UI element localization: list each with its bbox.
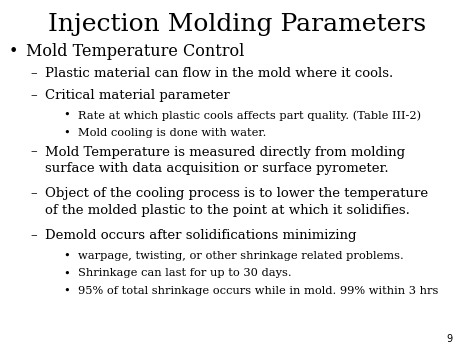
- Text: Mold Temperature is measured directly from molding
surface with data acquisition: Mold Temperature is measured directly fr…: [45, 146, 405, 175]
- Text: warpage, twisting, or other shrinkage related problems.: warpage, twisting, or other shrinkage re…: [78, 251, 404, 261]
- Text: •: •: [64, 268, 70, 278]
- Text: •: •: [64, 286, 70, 296]
- Text: Mold cooling is done with water.: Mold cooling is done with water.: [78, 128, 266, 138]
- Text: –: –: [30, 146, 37, 159]
- Text: 95% of total shrinkage occurs while in mold. 99% within 3 hrs: 95% of total shrinkage occurs while in m…: [78, 286, 438, 296]
- Text: Plastic material can flow in the mold where it cools.: Plastic material can flow in the mold wh…: [45, 67, 393, 81]
- Text: Injection Molding Parameters: Injection Molding Parameters: [48, 13, 426, 37]
- Text: Demold occurs after solidifications minimizing: Demold occurs after solidifications mini…: [45, 229, 356, 242]
- Text: 9: 9: [447, 334, 453, 344]
- Text: –: –: [30, 229, 37, 242]
- Text: –: –: [30, 187, 37, 201]
- Text: Critical material parameter: Critical material parameter: [45, 89, 230, 102]
- Text: •: •: [64, 251, 70, 261]
- Text: •: •: [64, 110, 70, 120]
- Text: •: •: [64, 128, 70, 138]
- Text: Rate at which plastic cools affects part quality. (Table III-2): Rate at which plastic cools affects part…: [78, 110, 421, 121]
- Text: Mold Temperature Control: Mold Temperature Control: [26, 43, 245, 60]
- Text: Object of the cooling process is to lower the temperature
of the molded plastic : Object of the cooling process is to lowe…: [45, 187, 428, 217]
- Text: Shrinkage can last for up to 30 days.: Shrinkage can last for up to 30 days.: [78, 268, 292, 278]
- Text: –: –: [30, 67, 37, 81]
- Text: –: –: [30, 89, 37, 102]
- Text: •: •: [9, 43, 18, 60]
